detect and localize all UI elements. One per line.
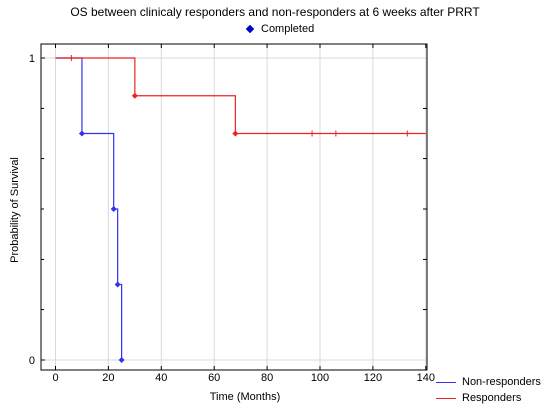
x-tick-label: 60 xyxy=(208,372,220,384)
grid xyxy=(41,44,427,370)
x-tick-label: 80 xyxy=(261,372,273,384)
km-line-responders xyxy=(55,57,426,135)
x-tick-label: 20 xyxy=(102,372,114,384)
completed-marker xyxy=(78,130,85,137)
legend-completed: Completed xyxy=(245,21,315,37)
x-tick-label: 0 xyxy=(52,372,58,384)
axes: 0 20 40 60 80 100 120 140 1 0 xyxy=(29,43,435,384)
completed-marker xyxy=(232,130,239,137)
x-tick-label: 140 xyxy=(417,372,435,384)
y-axis-label: Probability of Survival xyxy=(9,157,21,263)
x-axis-label: Time (Months) xyxy=(210,391,281,403)
legend-item-responders: Responders xyxy=(436,390,541,406)
legend-line-icon xyxy=(436,381,456,383)
plot-area xyxy=(55,55,426,363)
legend-label-responders: Responders xyxy=(462,392,522,404)
completed-marker xyxy=(118,357,125,363)
chart-title: OS between clinicaly responders and non-… xyxy=(70,5,480,19)
x-tick-label: 100 xyxy=(311,372,329,384)
legend-line-icon xyxy=(436,397,456,399)
legend-label-non-responders: Non-responders xyxy=(462,376,541,388)
x-tick-label: 120 xyxy=(364,372,382,384)
x-tick-label: 40 xyxy=(155,372,167,384)
legend-completed-label: Completed xyxy=(261,23,315,35)
y-tick-label: 0 xyxy=(29,355,35,367)
completed-diamond-icon xyxy=(245,24,255,34)
completed-marker xyxy=(110,206,117,212)
legend-series: Non-responders Responders xyxy=(436,374,541,406)
plot-frame xyxy=(40,43,428,371)
completed-marker xyxy=(131,92,138,99)
legend-item-non-responders: Non-responders xyxy=(436,374,541,390)
completed-marker xyxy=(114,281,121,288)
y-tick-label: 1 xyxy=(29,53,35,65)
